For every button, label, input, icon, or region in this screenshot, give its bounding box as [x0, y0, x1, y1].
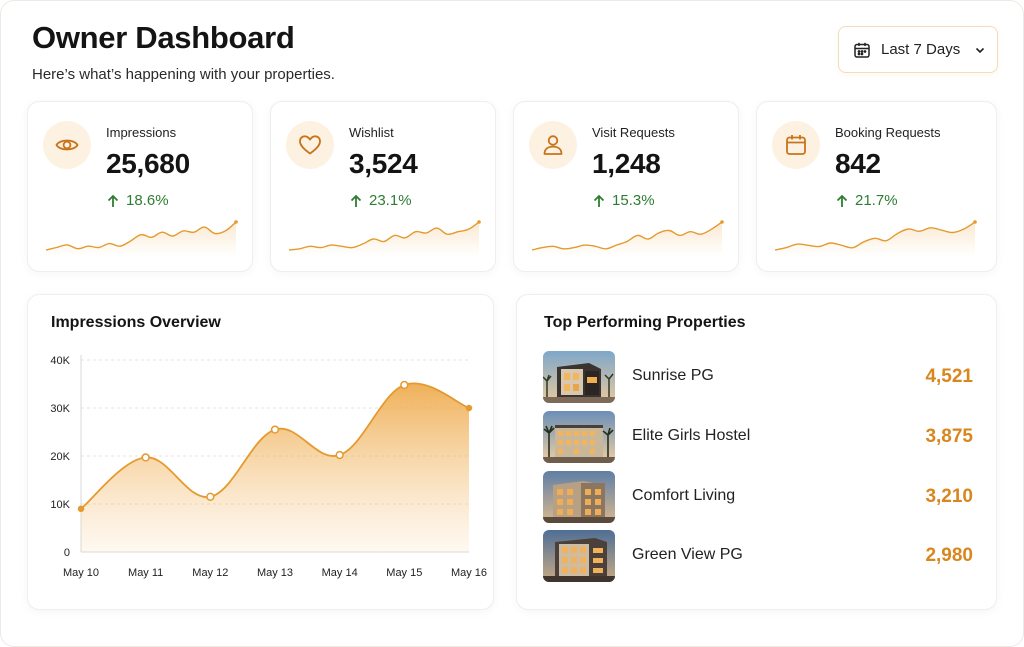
eye-icon [43, 121, 91, 169]
stat-delta: 23.1% [349, 192, 412, 209]
x-tick-label: May 16 [451, 567, 487, 579]
sparkline-area [532, 222, 722, 256]
sparkline-area [46, 222, 236, 256]
sparkline [288, 220, 481, 256]
stat-value: 842 [835, 148, 881, 179]
stat-label: Impressions [106, 125, 177, 140]
stat-delta-value: 15.3% [612, 192, 655, 209]
x-tick-label: May 12 [192, 567, 228, 579]
property-value: 2,980 [925, 545, 973, 566]
sparkline [531, 220, 724, 256]
impressions-chart: 0 10K 20K 30K 40K May 10 May 11 May 12 May 13 May… [50, 355, 487, 579]
impressions-overview-title: Impressions Overview [51, 314, 221, 331]
data-point [270, 425, 280, 434]
data-point [206, 492, 215, 501]
property-name: Elite Girls Hostel [632, 427, 751, 444]
stat-value: 1,248 [592, 148, 661, 179]
y-tick-label: 0 [64, 547, 70, 559]
stat-delta-value: 23.1% [369, 192, 412, 209]
sparkline-line [774, 221, 976, 251]
arrow-up-icon [107, 194, 119, 207]
stat-label: Visit Requests [592, 125, 675, 140]
property-thumbnail [543, 530, 615, 582]
calendar-icon [853, 41, 871, 59]
sparkline-line [531, 221, 723, 251]
sparkline-end-point [234, 220, 238, 224]
page-title: Owner Dashboard [32, 20, 295, 55]
y-tick-label: 30K [50, 403, 70, 415]
stat-delta-value: 18.6% [126, 192, 169, 209]
sparkline-end-point [720, 220, 724, 224]
sparkline-area [289, 222, 479, 256]
data-point [465, 404, 473, 412]
property-name: Green View PG [632, 546, 743, 563]
chevron-down-icon [974, 44, 986, 56]
x-tick-label: May 10 [63, 567, 99, 579]
arrow-up-icon [593, 194, 605, 207]
date-range-label: Last 7 Days [881, 41, 961, 58]
stat-delta: 15.3% [592, 192, 655, 209]
y-tick-label: 40K [50, 355, 70, 367]
heart-icon [286, 121, 334, 169]
property-row[interactable]: Green View PG 2,980 [543, 530, 973, 582]
data-point [141, 453, 150, 462]
property-thumbnail [543, 411, 615, 463]
date-range-dropdown[interactable]: Last 7 Days [838, 26, 998, 73]
property-name: Sunrise PG [632, 367, 714, 384]
property-value: 3,210 [925, 486, 973, 507]
property-name: Comfort Living [632, 487, 736, 504]
stat-card-wishlist[interactable]: Wishlist 3,524 23.1% [270, 101, 496, 272]
data-point [335, 450, 344, 460]
x-tick-label: May 14 [322, 567, 358, 579]
arrow-up-icon [350, 194, 362, 207]
y-tick-label: 10K [50, 499, 70, 511]
stat-label: Wishlist [349, 125, 394, 140]
top-properties-title: Top Performing Properties [544, 314, 746, 331]
stat-delta: 21.7% [835, 192, 898, 209]
stat-card-visit-requests[interactable]: Visit Requests 1,248 15.3% [513, 101, 739, 272]
impressions-area [81, 383, 469, 552]
top-properties-card: Top Performing Properties Sunrise PG 4,5… [516, 294, 997, 610]
y-tick-label: 20K [50, 451, 70, 463]
sparkline [45, 220, 238, 256]
sparkline-line [288, 221, 480, 251]
user-icon [529, 121, 577, 169]
property-row[interactable]: Sunrise PG 4,521 [543, 351, 973, 403]
impressions-overview-card: Impressions Overview 0 10K 20K 30K 40K May 10… [27, 294, 494, 610]
data-point [400, 380, 409, 390]
x-tick-label: May 15 [386, 567, 422, 579]
stat-card-booking-requests[interactable]: Booking Requests 842 21.7% [756, 101, 997, 272]
property-value: 4,521 [925, 366, 973, 387]
stat-value: 3,524 [349, 148, 418, 179]
stat-label: Booking Requests [835, 125, 941, 140]
property-thumbnail [543, 471, 615, 523]
page-subtitle: Here’s what’s happening with your proper… [32, 66, 335, 83]
data-point [77, 505, 85, 513]
sparkline [774, 220, 977, 256]
property-thumbnail [543, 351, 615, 403]
sparkline-line [45, 221, 237, 251]
stat-delta-value: 21.7% [855, 192, 898, 209]
stat-card-impressions[interactable]: Impressions 25,680 18.6% [27, 101, 253, 272]
sparkline-end-point [973, 220, 977, 224]
calendar-icon [772, 121, 820, 169]
stat-value: 25,680 [106, 148, 190, 179]
stat-delta: 18.6% [106, 192, 169, 209]
x-tick-label: May 13 [257, 567, 293, 579]
property-row[interactable]: Comfort Living 3,210 [543, 471, 973, 523]
property-value: 3,875 [925, 426, 973, 447]
x-tick-label: May 11 [128, 567, 163, 579]
property-row[interactable]: Elite Girls Hostel 3,875 [543, 411, 973, 463]
arrow-up-icon [836, 194, 848, 207]
sparkline-end-point [477, 220, 481, 224]
